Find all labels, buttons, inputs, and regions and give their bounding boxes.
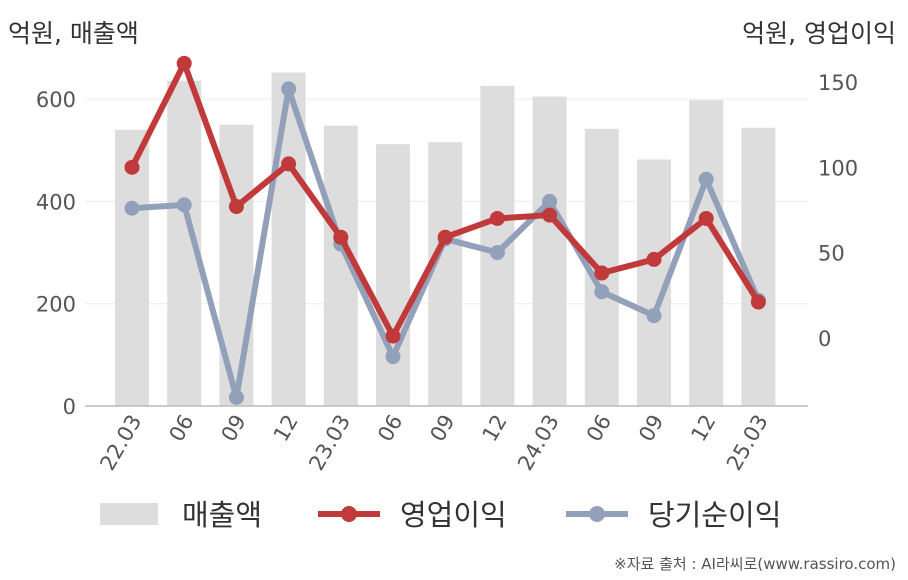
legend-swatch-marker	[589, 506, 605, 522]
x-axis-ticks: 22.03 06 09 12 23.03 06 09 12 24.03 06 09 12 25.03	[95, 411, 772, 475]
legend-swatch-marker	[341, 506, 357, 522]
data-point	[489, 245, 505, 261]
bar	[115, 129, 149, 407]
data-point	[646, 251, 662, 267]
data-point	[437, 229, 453, 245]
data-point	[385, 328, 401, 344]
left-tick-label: 0	[63, 395, 76, 419]
legend-swatch-bar	[100, 503, 158, 525]
left-tick-label: 400	[36, 190, 76, 214]
x-tick-label: 12	[269, 411, 303, 446]
legend-label: 매출액	[182, 498, 262, 532]
line-series	[124, 55, 766, 405]
data-point	[594, 284, 610, 300]
data-point	[124, 200, 140, 216]
right-axis-unit: 억원, 영업이익	[742, 19, 896, 48]
data-point	[281, 81, 297, 97]
right-tick-label: 0	[818, 327, 831, 351]
data-point	[542, 207, 558, 223]
right-axis-ticks: 0 50 100 150	[818, 71, 858, 351]
legend-label: 영업이익	[400, 498, 507, 532]
x-tick-label: 12	[686, 411, 720, 446]
bar	[689, 100, 724, 406]
data-point	[176, 55, 192, 71]
x-tick-label: 12	[478, 411, 512, 446]
x-tick-label: 22.03	[95, 411, 146, 475]
left-axis-ticks: 0 200 400 600	[36, 88, 76, 419]
data-point	[594, 265, 610, 281]
x-tick-label: 09	[634, 411, 668, 446]
bar	[532, 96, 567, 406]
legend-label: 당기순이익	[648, 498, 781, 532]
legend: 매출액 영업이익 당기순이익	[100, 498, 781, 532]
data-point	[542, 193, 558, 209]
x-tick-label: 06	[164, 411, 198, 446]
data-point	[385, 349, 401, 365]
x-tick-label: 24.03	[513, 411, 564, 475]
data-point	[750, 294, 766, 310]
data-point	[228, 389, 244, 405]
right-tick-label: 100	[818, 156, 858, 180]
x-tick-label: 09	[217, 411, 251, 446]
data-point	[698, 171, 714, 187]
data-point	[489, 210, 505, 226]
data-point	[698, 210, 714, 226]
source-note: ※자료 출처 : AI라씨로(www.rassiro.com)	[614, 555, 896, 573]
right-tick-label: 50	[818, 242, 845, 266]
left-tick-label: 200	[36, 293, 76, 317]
left-tick-label: 600	[36, 88, 76, 112]
bar	[428, 142, 463, 407]
data-point	[228, 199, 244, 215]
bar	[376, 144, 410, 407]
right-tick-label: 150	[818, 71, 858, 95]
data-point	[646, 308, 662, 324]
data-point	[281, 156, 297, 172]
bar-series	[115, 72, 776, 407]
x-tick-label: 06	[582, 411, 616, 446]
data-point	[176, 197, 192, 213]
x-tick-label: 23.03	[304, 411, 355, 475]
x-tick-label: 25.03	[722, 411, 773, 475]
left-axis-unit: 억원, 매출액	[8, 19, 139, 48]
x-tick-label: 06	[373, 411, 407, 446]
data-point	[124, 159, 140, 175]
data-point	[333, 229, 349, 245]
x-tick-label: 09	[425, 411, 459, 446]
